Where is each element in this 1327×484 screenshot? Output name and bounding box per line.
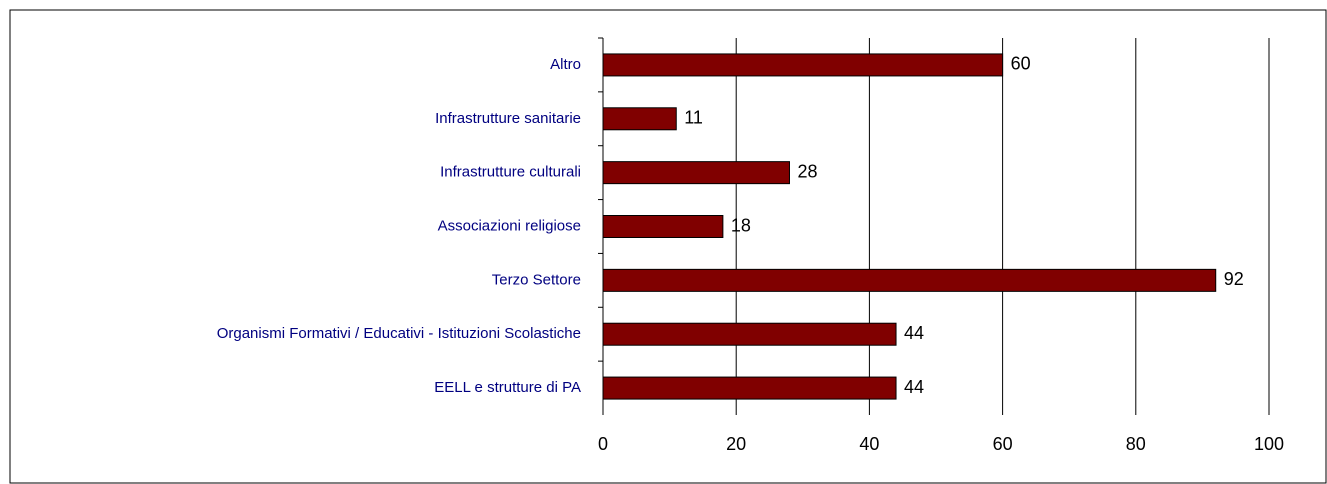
y-tick-label: Infrastrutture sanitarie bbox=[435, 110, 581, 127]
value-label: 60 bbox=[1011, 54, 1031, 74]
value-label: 18 bbox=[731, 215, 751, 235]
x-tick-label: 20 bbox=[726, 434, 746, 454]
value-label: 92 bbox=[1224, 269, 1244, 289]
x-tick-label: 40 bbox=[859, 434, 879, 454]
value-label: 44 bbox=[904, 377, 924, 397]
bar bbox=[602, 107, 677, 131]
value-label: 11 bbox=[684, 108, 703, 128]
value-label: 28 bbox=[797, 161, 817, 181]
bar bbox=[602, 268, 1217, 292]
bar bbox=[602, 215, 724, 238]
chart-frame bbox=[9, 9, 1327, 484]
y-tick-label: Organismi Formativi / Educativi - Istitu… bbox=[217, 325, 581, 342]
x-tick-label: 100 bbox=[1254, 434, 1284, 454]
x-tick-label: 0 bbox=[598, 434, 608, 454]
x-tick-label: 80 bbox=[1126, 434, 1146, 454]
bar bbox=[602, 376, 897, 400]
bar bbox=[602, 53, 1004, 77]
y-tick-label: Associazioni religiose bbox=[438, 217, 581, 234]
x-tick-label: 60 bbox=[993, 434, 1013, 454]
y-tick-label: Infrastrutture culturali bbox=[440, 164, 581, 181]
y-tick-label: EELL e strutture di PA bbox=[434, 379, 581, 396]
y-tick-label: Terzo Settore bbox=[492, 271, 581, 288]
bar bbox=[602, 161, 790, 185]
value-label: 44 bbox=[904, 323, 924, 343]
bar bbox=[602, 322, 897, 346]
y-tick-label: Altro bbox=[550, 56, 581, 73]
